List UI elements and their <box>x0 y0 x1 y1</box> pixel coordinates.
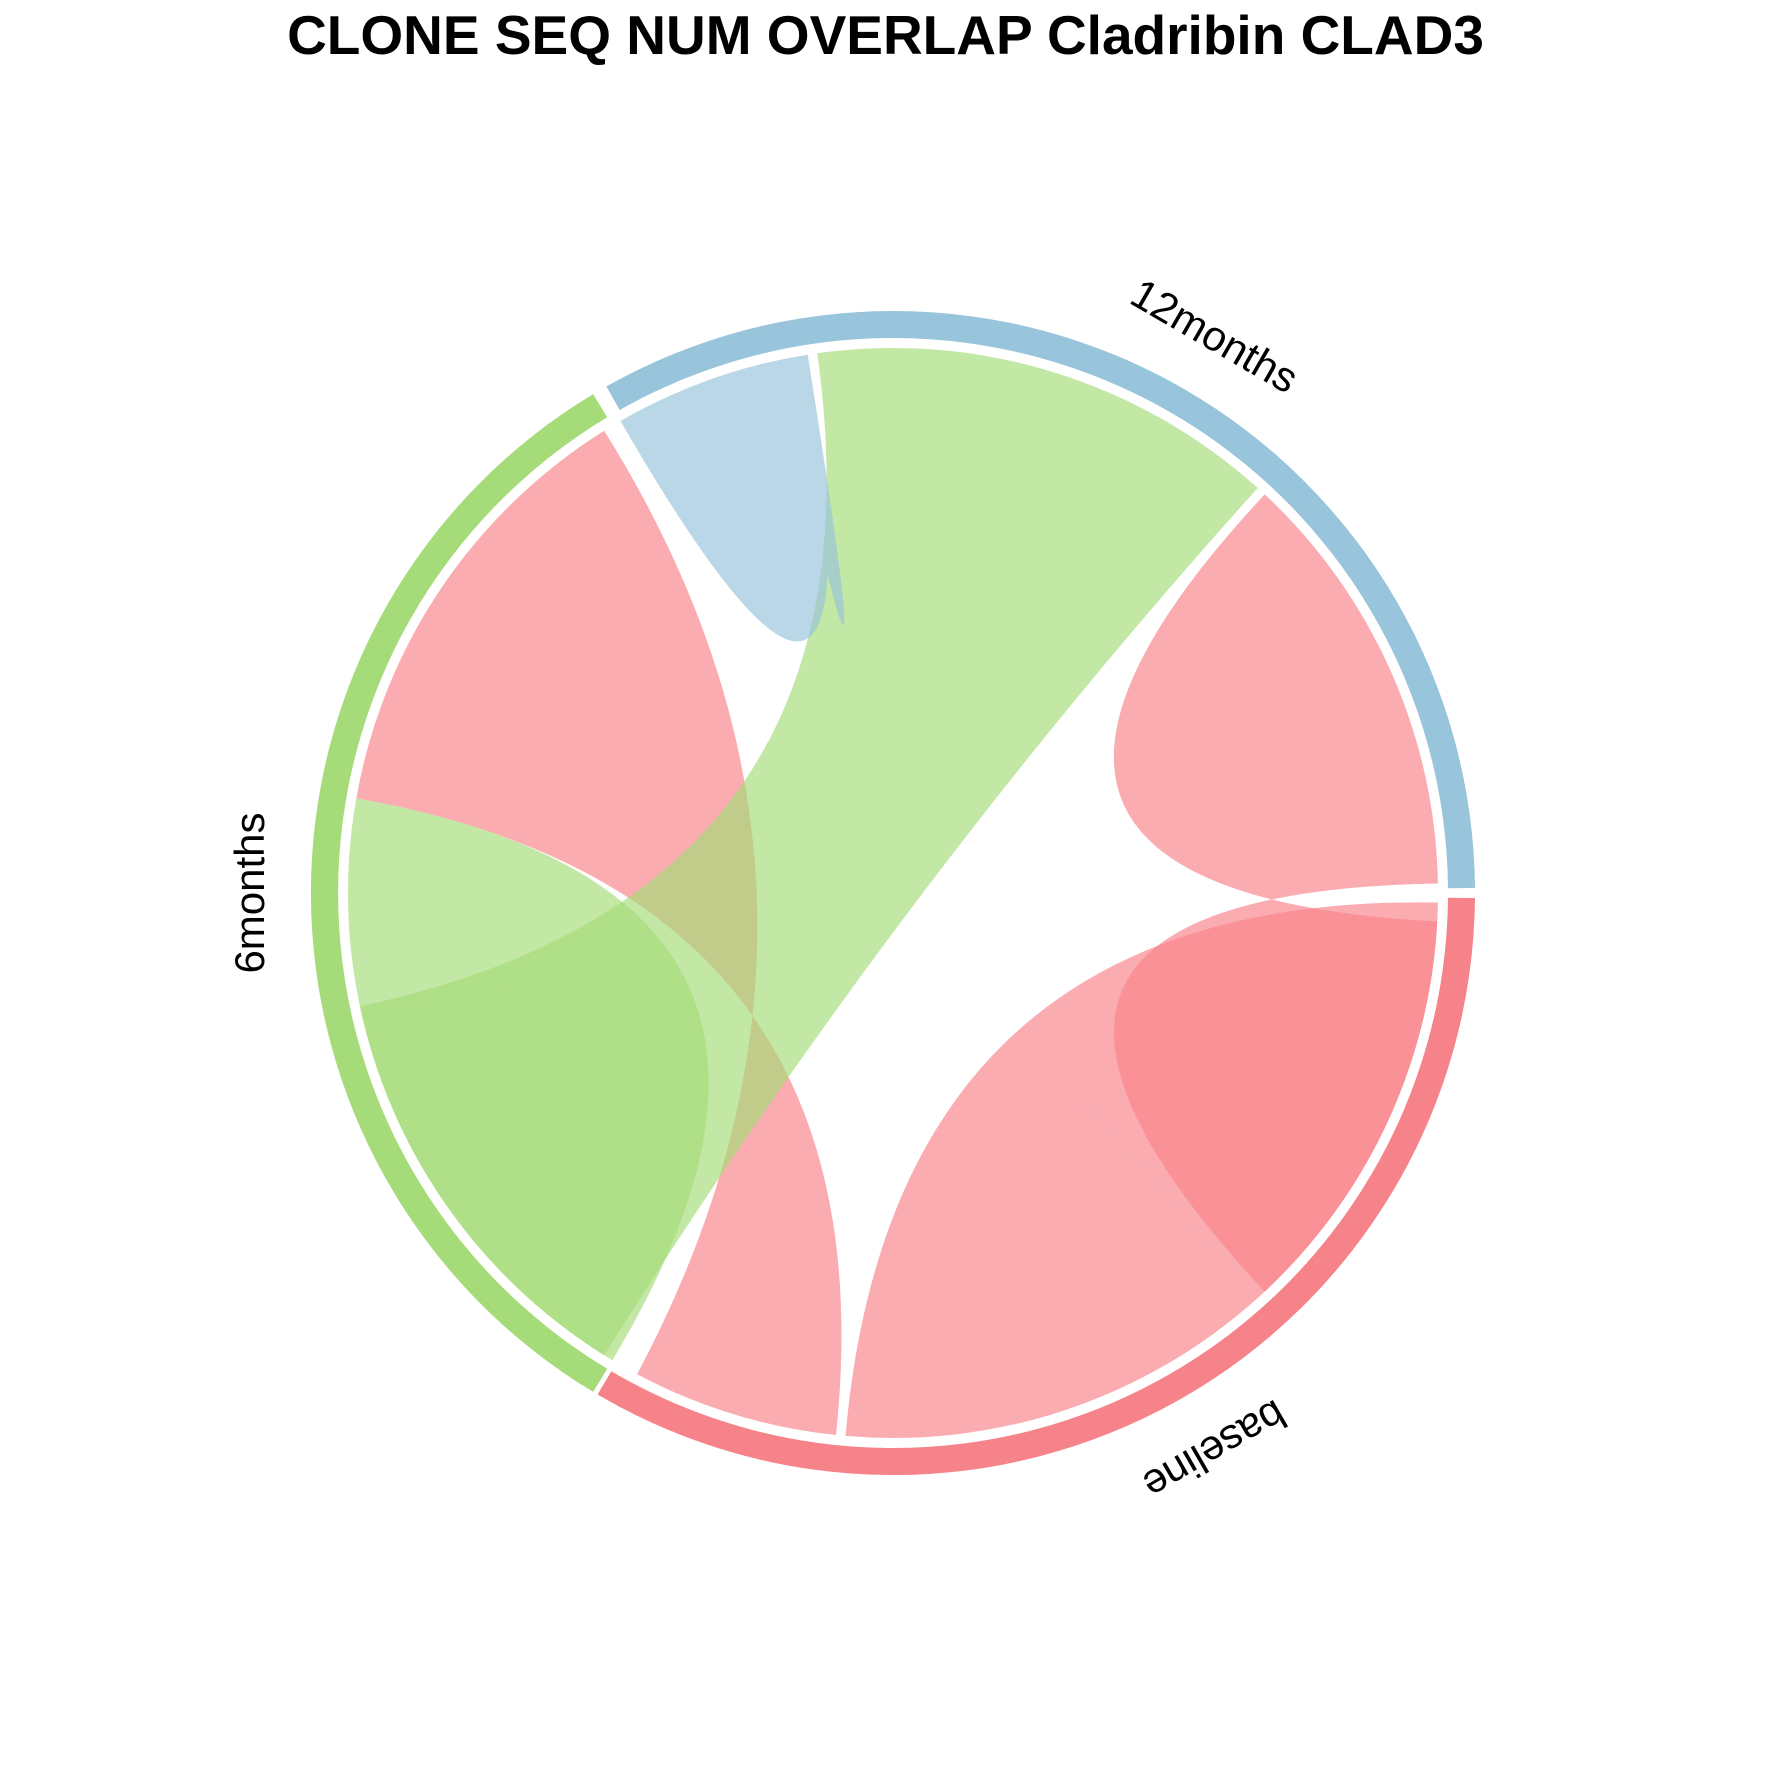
chart-title: CLONE SEQ NUM OVERLAP Cladribin CLAD3 <box>287 4 1484 66</box>
sector-tracks <box>310 311 1475 1476</box>
links-layer <box>348 348 1438 1438</box>
sector-label-6months: 6months <box>226 812 273 973</box>
chord-link-baseline-12months <box>1113 494 1438 1292</box>
sector-track-6months <box>310 394 608 1392</box>
chord-link-6months-12months <box>359 348 1258 1356</box>
sector-track-12months <box>606 311 1475 889</box>
chord-link-baseline-6months <box>356 430 842 1435</box>
sector-track-baseline <box>597 897 1475 1476</box>
chord-link-12months-12months <box>620 354 845 642</box>
